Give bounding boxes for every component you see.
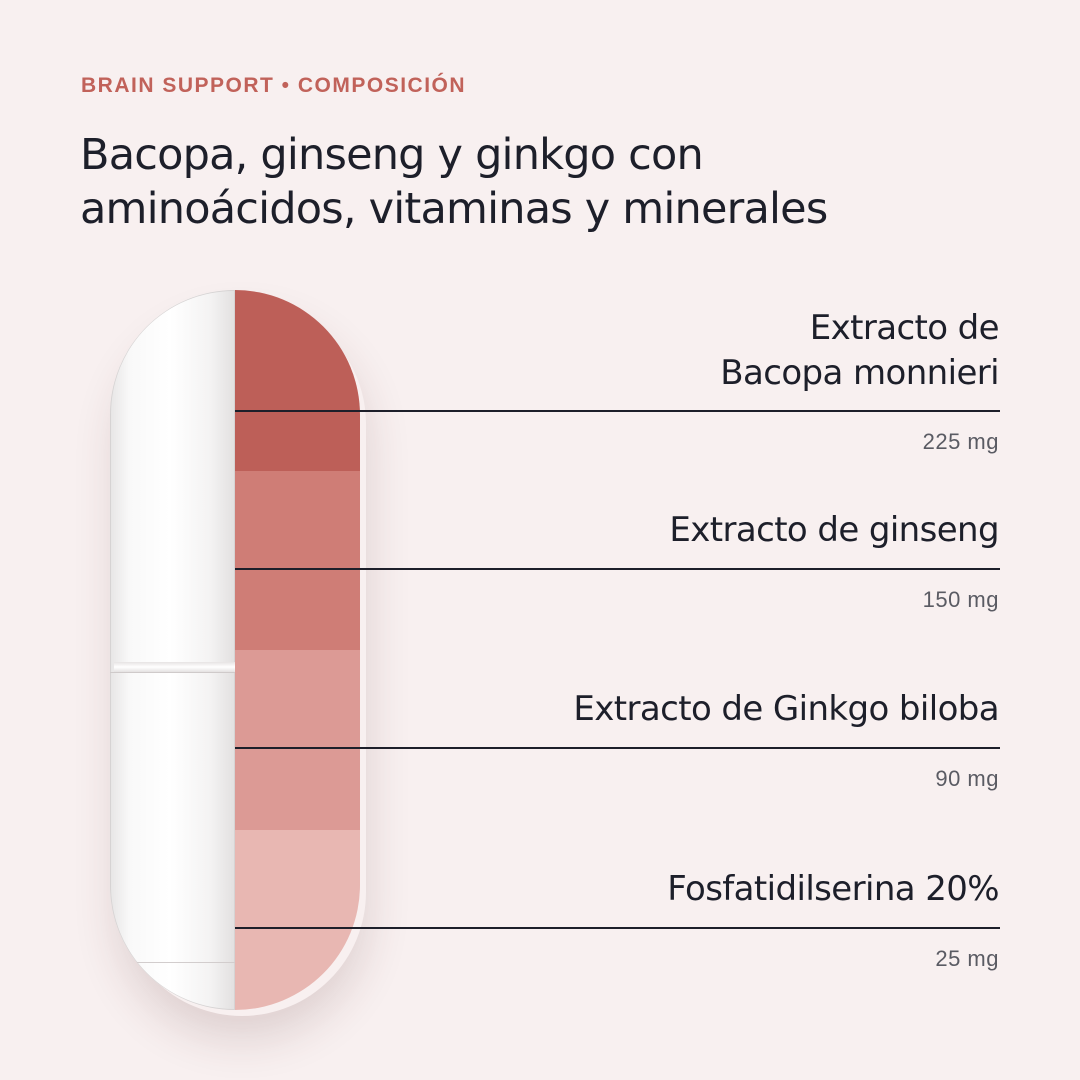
ingredient-name: Extracto de ginseng <box>379 508 999 553</box>
capsule-fill <box>235 290 360 1010</box>
ingredient-dose: 225 mg <box>922 429 999 454</box>
ingredient-divider <box>235 568 1000 570</box>
ingredient-dose: 25 mg <box>935 946 999 971</box>
headline-line-2: aminoácidos, vitaminas y minerales <box>80 184 828 234</box>
capsule-band-fosfatidilserina <box>235 830 360 1010</box>
ingredient-divider <box>235 927 1000 929</box>
headline: Bacopa, ginseng y ginkgo con aminoácidos… <box>80 128 1040 236</box>
capsule-body-seam <box>110 962 235 963</box>
ingredient-divider <box>235 410 1000 412</box>
ingredient-name: Extracto de Ginkgo biloba <box>379 687 999 732</box>
capsule-band-ginkgo <box>235 650 360 830</box>
capsule-shell <box>110 290 235 1010</box>
ingredient-name: Fosfatidilserina 20% <box>379 867 999 912</box>
capsule-cap-rim <box>114 662 235 672</box>
ingredient-dose: 90 mg <box>935 766 999 791</box>
ingredient-name-line: Bacopa monnieri <box>720 353 999 393</box>
ingredient-divider <box>235 747 1000 749</box>
capsule-band-bacopa <box>235 290 360 471</box>
ingredient-name-line: Fosfatidilserina 20% <box>667 869 999 909</box>
ingredient-name-line: Extracto de ginseng <box>669 510 999 550</box>
ingredient-name-line: Extracto de <box>809 308 1000 348</box>
eyebrow-label: BRAIN SUPPORT • COMPOSICIÓN <box>81 74 467 97</box>
ingredient-name-line: Extracto de Ginkgo biloba <box>573 689 999 729</box>
ingredient-dose: 150 mg <box>922 587 999 612</box>
ingredient-name: Extracto de Bacopa monnieri <box>379 306 999 396</box>
capsule-cap-seam <box>110 672 235 673</box>
headline-line-1: Bacopa, ginseng y ginkgo con <box>80 130 704 180</box>
capsule-band-ginseng <box>235 471 360 650</box>
